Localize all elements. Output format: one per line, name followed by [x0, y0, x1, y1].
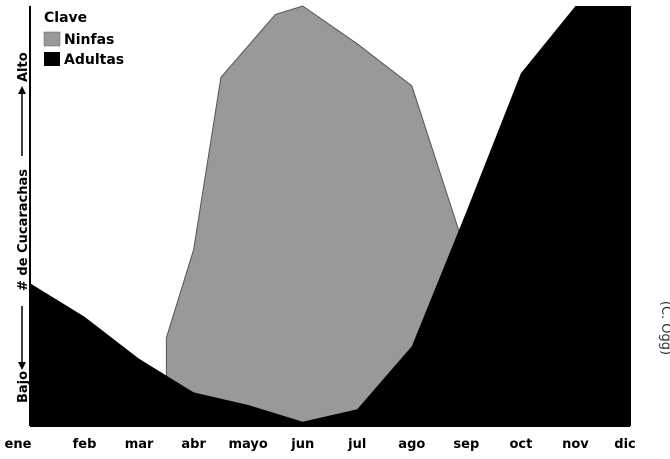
x-tick-label: nov: [562, 437, 589, 452]
y-label-low: Bajo: [16, 371, 31, 403]
y-label-high: Alto: [16, 52, 31, 82]
plot-area: ene feb mar abr mayo jun jul ago sep oct nov dic: [5, 5, 636, 452]
x-tick-label: feb: [73, 437, 97, 452]
x-tick-label: mar: [125, 437, 154, 452]
y-axis-label: Bajo # de Cucarachas Alto: [16, 52, 31, 403]
y-label-arrow-left-head: [18, 362, 26, 370]
x-tick-label: mayo: [229, 437, 268, 452]
legend: Clave Ninfas Adultas: [38, 7, 134, 73]
credit-text: (C. Ogg): [658, 301, 670, 355]
y-label-middle: # de Cucarachas: [16, 169, 31, 291]
x-tick-label: oct: [509, 437, 532, 452]
x-tick-label: ago: [398, 437, 425, 452]
x-tick-label: abr: [181, 437, 206, 452]
x-tick-label: jun: [290, 437, 314, 452]
legend-swatch-ninfas: [43, 31, 61, 47]
x-tick-label: dic: [614, 437, 635, 452]
legend-swatch-adultas: [44, 52, 60, 66]
x-tick-label: sep: [453, 437, 479, 452]
axes: [29, 6, 631, 427]
x-axis-ticks: ene feb mar abr mayo jun jul ago sep oct nov dic: [5, 437, 636, 452]
x-tick-label: ene: [5, 437, 32, 452]
y-label-arrow-right-head: [18, 86, 26, 94]
series-area-adultas: [30, 6, 630, 426]
legend-label-adultas: Adultas: [64, 52, 124, 68]
legend-label-ninfas: Ninfas: [64, 32, 114, 48]
legend-title: Clave: [44, 10, 87, 26]
x-tick-label: jul: [347, 437, 366, 452]
